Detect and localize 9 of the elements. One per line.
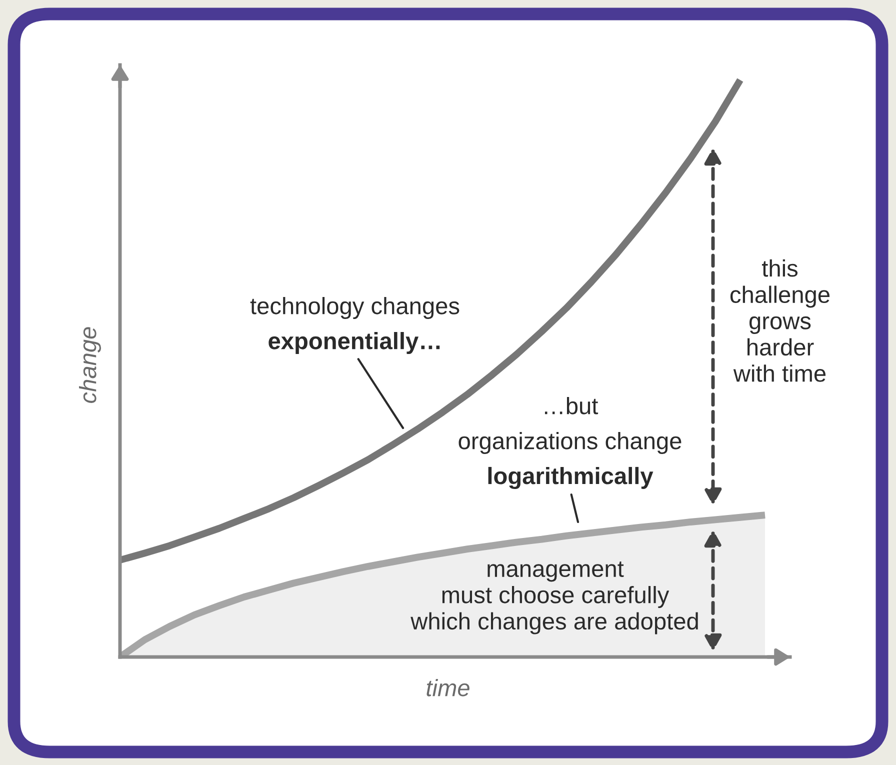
annotation: technology changes — [250, 296, 460, 320]
annotation: logarithmically — [488, 466, 654, 490]
annotation: organizations change — [458, 432, 682, 454]
annotation: …but — [544, 396, 598, 414]
annotation: management must choose carefully which changes are adopted — [410, 562, 698, 634]
y-axis-title: change — [78, 327, 102, 403]
x-axis-title: time — [426, 678, 470, 696]
annotation: exponentially… — [268, 332, 440, 354]
annotation: this challenge grows harder with time — [730, 259, 830, 382]
